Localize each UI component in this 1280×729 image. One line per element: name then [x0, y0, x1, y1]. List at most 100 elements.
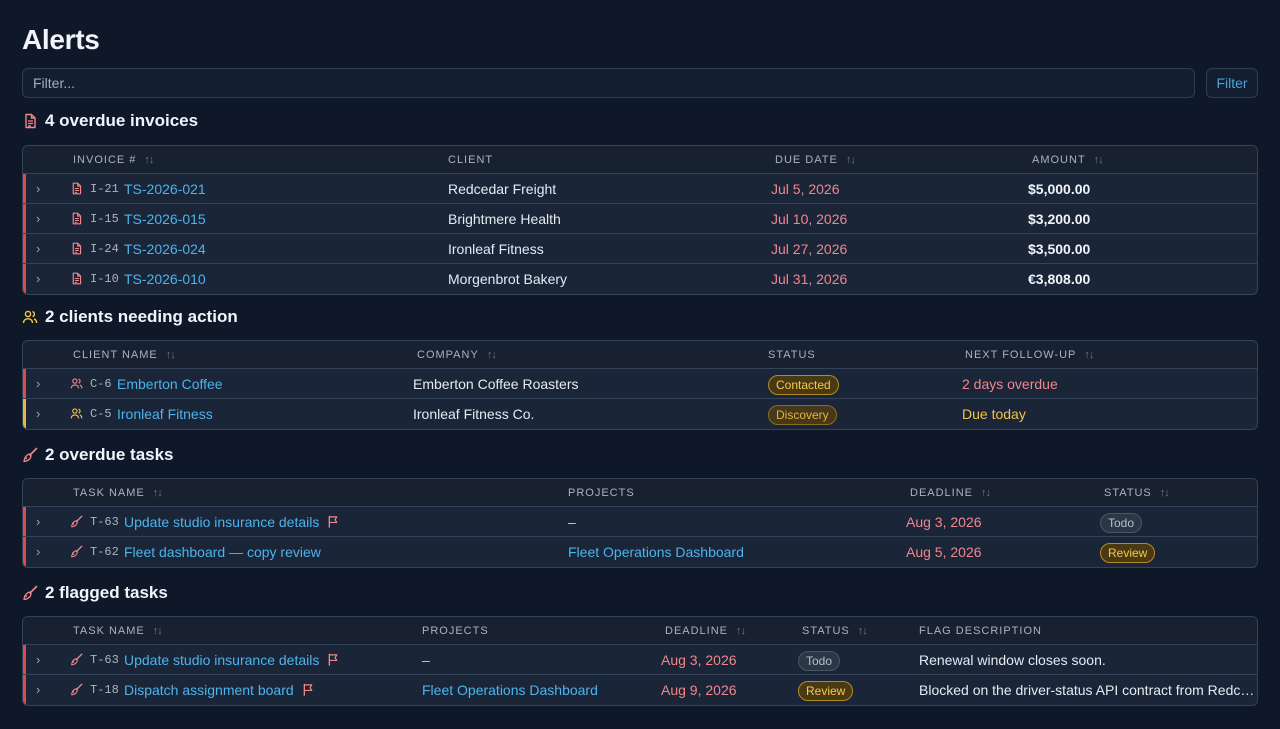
invoice-code: I-15: [90, 212, 119, 226]
deadline-cell: Aug 5, 2026: [906, 544, 982, 560]
invoice-number-link[interactable]: TS-2026-010: [124, 271, 206, 287]
client-cell: Redcedar Freight: [448, 181, 557, 197]
invoice-icon: [70, 182, 83, 195]
table-row[interactable]: › I-21 TS-2026-021 Redcedar Freight Jul …: [23, 174, 1257, 204]
column-header-deadline[interactable]: DEADLINE ↑↓: [910, 487, 991, 499]
invoice-number-link[interactable]: TS-2026-015: [124, 211, 206, 227]
status-cell: Review: [1100, 537, 1156, 567]
chevron-right-icon[interactable]: ›: [36, 544, 41, 559]
table-row[interactable]: › T-62 Fleet dashboard — copy review Fle…: [23, 537, 1257, 567]
table-header: TASK NAME ↑↓ PROJECTS DEADLINE ↑↓ STATUS ↑↓…: [23, 617, 1257, 645]
client-name-link[interactable]: Emberton Coffee: [117, 376, 223, 392]
sort-icon[interactable]: ↑↓: [857, 625, 868, 637]
column-header-task-name[interactable]: TASK NAME ↑↓: [73, 487, 163, 499]
client-name-link[interactable]: Ironleaf Fitness: [117, 406, 213, 422]
clients-table: CLIENT NAME ↑↓ COMPANY ↑↓ STATUS NEXT FOLL…: [22, 340, 1258, 430]
brush-icon: [70, 515, 83, 528]
flag-description-cell: Blocked on the driver-status API contrac…: [919, 682, 1255, 698]
chevron-right-icon[interactable]: ›: [36, 271, 41, 286]
filter-bar: Filter: [22, 68, 1258, 98]
sort-icon[interactable]: ↑↓: [144, 154, 154, 166]
column-header-deadline[interactable]: DEADLINE ↑↓: [665, 625, 746, 637]
filter-input[interactable]: [22, 68, 1195, 98]
page-title: Alerts: [22, 24, 100, 55]
client-code: C-6: [90, 377, 112, 391]
table-row[interactable]: › T-63 Update studio insurance details –…: [23, 645, 1257, 675]
amount-cell: €3,808.00: [1028, 271, 1091, 287]
column-header-projects: PROJECTS: [568, 487, 635, 499]
section-title-text: 2 overdue tasks: [45, 445, 174, 464]
sort-icon[interactable]: ↑↓: [981, 487, 991, 499]
invoice-number-link[interactable]: TS-2026-024: [124, 241, 206, 257]
table-row[interactable]: › I-15 TS-2026-015 Brightmere Health Jul…: [23, 204, 1257, 234]
table-row[interactable]: › I-10 TS-2026-010 Morgenbrot Bakery Jul…: [23, 264, 1257, 294]
task-name-link[interactable]: Update studio insurance details: [124, 514, 320, 530]
table-header: TASK NAME ↑↓ PROJECTS DEADLINE ↑↓ STATUS ↑↓: [23, 479, 1257, 507]
table-row[interactable]: › T-63 Update studio insurance details –…: [23, 507, 1257, 537]
status-badge: Todo: [798, 651, 841, 671]
section-title-clients: 2 clients needing action: [22, 306, 238, 328]
table-row[interactable]: › C-6 Emberton Coffee Emberton Coffee Ro…: [23, 369, 1257, 399]
status-cell: Todo: [1100, 507, 1143, 537]
chevron-right-icon[interactable]: ›: [36, 181, 41, 196]
task-name-link[interactable]: Update studio insurance details: [124, 652, 320, 668]
chevron-right-icon[interactable]: ›: [36, 682, 41, 697]
section-title-text: 2 flagged tasks: [45, 583, 168, 602]
chevron-right-icon[interactable]: ›: [36, 241, 41, 256]
column-header-status[interactable]: STATUS ↑↓: [802, 625, 868, 637]
chevron-right-icon[interactable]: ›: [36, 406, 41, 421]
status-cell: Review: [798, 675, 854, 705]
sort-icon[interactable]: ↑↓: [152, 487, 163, 499]
column-header-client-name[interactable]: CLIENT NAME ↑↓: [73, 349, 176, 361]
chevron-right-icon[interactable]: ›: [36, 376, 41, 391]
sort-icon[interactable]: ↑↓: [1159, 487, 1170, 499]
column-header-due-date[interactable]: DUE DATE ↑↓: [775, 154, 856, 166]
invoice-number-link[interactable]: TS-2026-021: [124, 181, 206, 197]
deadline-cell: Aug 9, 2026: [661, 682, 737, 698]
chevron-right-icon[interactable]: ›: [36, 652, 41, 667]
brush-icon: [22, 585, 38, 601]
filter-button[interactable]: Filter: [1206, 68, 1258, 98]
column-header-next-follow-up[interactable]: NEXT FOLLOW-UP ↑↓: [965, 349, 1094, 361]
users-icon: [70, 407, 83, 420]
projects-cell: –: [422, 652, 430, 668]
status-badge: Todo: [1100, 513, 1143, 533]
column-header-status[interactable]: STATUS ↑↓: [1104, 487, 1170, 499]
flag-description-cell: Renewal window closes soon.: [919, 652, 1106, 668]
column-header-task-name[interactable]: TASK NAME ↑↓: [73, 625, 163, 637]
project-link[interactable]: Fleet Operations Dashboard: [422, 682, 598, 698]
brush-icon: [70, 653, 83, 666]
sort-icon[interactable]: ↑↓: [845, 154, 856, 166]
column-header-status: STATUS: [768, 349, 816, 361]
chevron-right-icon[interactable]: ›: [36, 514, 41, 529]
task-name-link[interactable]: Fleet dashboard — copy review: [124, 544, 321, 560]
users-icon: [70, 377, 83, 390]
client-code: C-5: [90, 407, 112, 421]
status-cell: Discovery: [768, 399, 837, 429]
chevron-right-icon[interactable]: ›: [36, 211, 41, 226]
table-row[interactable]: › C-5 Ironleaf Fitness Ironleaf Fitness …: [23, 399, 1257, 429]
status-badge: Review: [798, 681, 854, 701]
column-header-amount[interactable]: AMOUNT ↑↓: [1032, 154, 1104, 166]
sort-icon[interactable]: ↑↓: [486, 349, 497, 361]
due-date-cell: Jul 27, 2026: [771, 241, 848, 257]
sort-icon[interactable]: ↑↓: [1084, 349, 1094, 361]
sort-icon[interactable]: ↑↓: [165, 349, 176, 361]
sort-icon[interactable]: ↑↓: [1093, 154, 1104, 166]
table-row[interactable]: › I-24 TS-2026-024 Ironleaf Fitness Jul …: [23, 234, 1257, 264]
column-header-company[interactable]: COMPANY ↑↓: [417, 349, 497, 361]
project-link[interactable]: Fleet Operations Dashboard: [568, 544, 744, 560]
sort-icon[interactable]: ↑↓: [736, 625, 746, 637]
users-icon: [22, 309, 38, 325]
status-cell: Todo: [798, 645, 841, 675]
status-badge: Contacted: [768, 375, 839, 395]
flag-icon: [302, 676, 315, 706]
sort-icon[interactable]: ↑↓: [152, 625, 163, 637]
task-name-link[interactable]: Dispatch assignment board: [124, 682, 294, 698]
client-cell: Brightmere Health: [448, 211, 561, 227]
table-row[interactable]: › T-18 Dispatch assignment board Fleet O…: [23, 675, 1257, 705]
due-date-cell: Jul 31, 2026: [771, 271, 848, 287]
column-header-invoice[interactable]: INVOICE # ↑↓: [73, 154, 154, 166]
follow-up-cell: 2 days overdue: [962, 376, 1058, 392]
section-title-text: 2 clients needing action: [45, 307, 238, 326]
